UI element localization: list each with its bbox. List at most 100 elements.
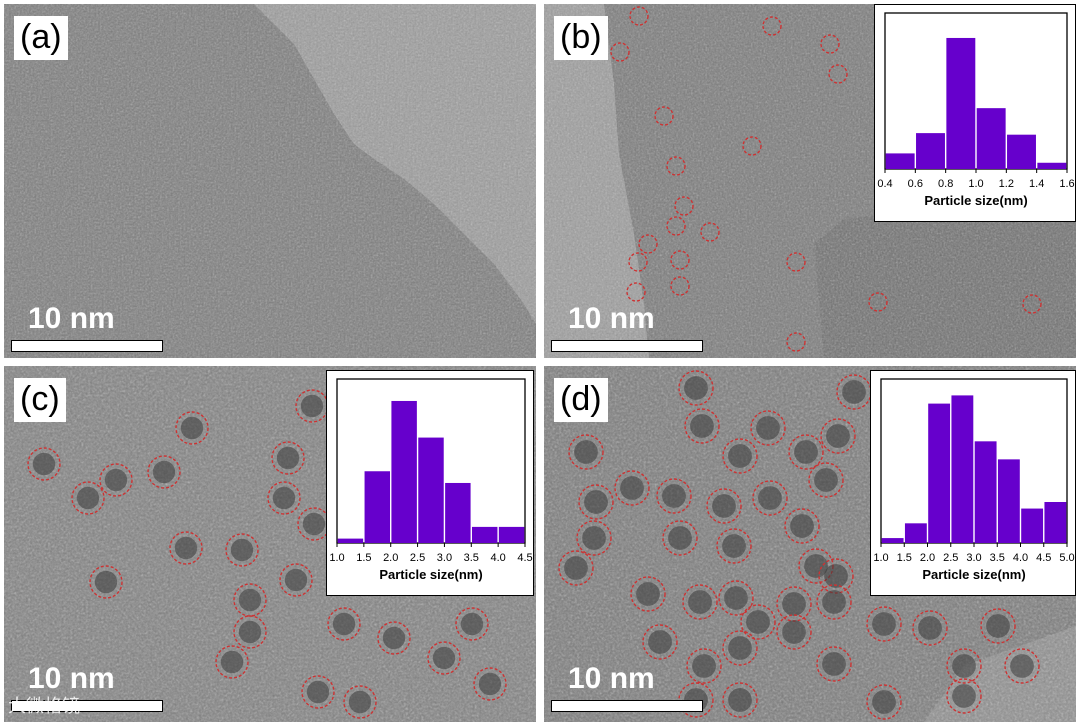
nanoparticle: [952, 684, 976, 708]
particle-marker-circle: [427, 641, 461, 675]
particle-marker-circle: [271, 441, 305, 475]
nanoparticle: [668, 526, 692, 550]
particle-marker-circle: [27, 447, 61, 481]
scale-bar-label: 10 nm: [28, 662, 115, 695]
particle-marker-circle: [89, 565, 123, 599]
particle-marker-circle: [169, 531, 203, 565]
nanoparticle: [152, 460, 176, 484]
nanoparticle: [782, 620, 806, 644]
nanoparticle: [432, 646, 456, 670]
x-tick-label: 0.4: [877, 178, 892, 190]
scale-bar: [11, 700, 163, 712]
nanoparticle: [918, 616, 942, 640]
particle-marker-circle: [686, 648, 722, 684]
x-tick-label: 4.5: [517, 552, 532, 564]
nanoparticle: [230, 538, 254, 562]
particle-marker-circle: [820, 34, 840, 54]
nanoparticle: [842, 380, 866, 404]
x-axis-label: Particle size(nm): [924, 193, 1027, 208]
panel-c: (c) 10 nm 大微格镜 1.0 1.5 2.0 2.5 3.0 3.5 4.0 4.5 P…: [4, 366, 536, 722]
nanoparticle: [382, 626, 406, 650]
nanoparticle: [574, 440, 598, 464]
particle-marker-circle: [638, 234, 658, 254]
histogram-bar-7: [1021, 508, 1044, 543]
nanoparticle: [872, 612, 896, 636]
scale-bar-label: 10 nm: [28, 302, 115, 335]
particle-marker-circle: [233, 583, 267, 617]
tem-image-a: [4, 4, 536, 358]
nanoparticle: [276, 446, 300, 470]
x-tick-label: 1.4: [1029, 178, 1044, 190]
histogram-bar-6: [471, 526, 498, 543]
x-tick-label: 4.0: [1013, 552, 1028, 564]
watermark: 大微格镜: [8, 696, 80, 717]
particle-marker-circle: [828, 64, 848, 84]
particle-marker-circle: [279, 563, 313, 597]
particle-marker-circle: [666, 156, 686, 176]
particle-marker-circle: [718, 580, 754, 616]
panel-label: (a): [14, 16, 68, 60]
x-tick-label: 1.0: [873, 552, 888, 564]
nanoparticle: [238, 620, 262, 644]
nanoparticle: [94, 570, 118, 594]
particle-marker-circle: [654, 106, 674, 126]
particle-marker-circle: [722, 438, 758, 474]
nanoparticle: [302, 512, 326, 536]
nanoparticle: [822, 590, 846, 614]
particle-marker-circle: [678, 370, 714, 406]
nanoparticle-circles: [558, 370, 1040, 720]
panel-label: (c): [14, 378, 66, 422]
nanoparticle: [952, 654, 976, 678]
x-tick-label: 4.5: [1036, 552, 1051, 564]
particle-marker-circle: [946, 648, 982, 684]
x-tick-label: 2.5: [943, 552, 958, 564]
particle-marker-circle: [980, 608, 1016, 644]
nanoparticle: [272, 486, 296, 510]
nanoparticle: [756, 416, 780, 440]
x-tick-label: 3.0: [966, 552, 981, 564]
x-tick-label: 3.5: [990, 552, 1005, 564]
particle-marker-circle: [716, 528, 752, 564]
nanoparticle: [814, 468, 838, 492]
nanoparticle: [712, 494, 736, 518]
histogram-bar-3: [946, 37, 976, 170]
histogram-bar-8: [1044, 502, 1067, 543]
particle-marker-circle: [912, 610, 948, 646]
nanoparticle: [174, 536, 198, 560]
x-tick-label: 0.8: [938, 178, 953, 190]
particle-marker-circle: [762, 16, 782, 36]
particle-marker-circle: [682, 584, 718, 620]
particle-marker-circle: [473, 667, 507, 701]
particle-marker-circle: [740, 604, 776, 640]
particle-marker-circle: [642, 624, 678, 660]
particle-marker-circle: [558, 550, 594, 586]
panel-a: (a) 10 nm: [4, 4, 536, 358]
particle-marker-circle: [629, 6, 649, 26]
histogram-bar-4: [418, 437, 444, 543]
nanoparticle: [692, 654, 716, 678]
particle-marker-circle: [742, 136, 762, 156]
nanoparticle: [1010, 654, 1034, 678]
particle-marker-circle: [722, 630, 758, 666]
histogram-bar-5: [974, 441, 997, 543]
particle-marker-circle: [816, 584, 852, 620]
particle-marker-circle: [868, 292, 888, 312]
histogram-bar-3: [928, 403, 951, 543]
particle-marker-circle: [267, 481, 301, 515]
nanoparticle: [180, 416, 204, 440]
histogram-bar-4: [951, 395, 974, 543]
particle-marker-circle: [866, 684, 902, 720]
particle-marker-circle: [706, 488, 742, 524]
x-axis-label: Particle size(nm): [922, 567, 1025, 582]
panel-d: (d) 10 nm 1.0 1.5 2.0 2.5 3.0 3.5 4.0 4.5 5.0 Par…: [544, 366, 1076, 722]
nanoparticle: [564, 556, 588, 580]
histogram-inset: 0.4 0.6 0.8 1.0 1.2 1.4 1.6 Particle size(nm): [874, 4, 1076, 222]
plot-frame: [884, 12, 1068, 170]
nanoparticle: [986, 614, 1010, 638]
x-tick-label: 3.0: [437, 552, 452, 564]
scale-bar: [551, 340, 703, 352]
nanoparticle: [460, 612, 484, 636]
particle-marker-circle: [786, 252, 806, 272]
particle-marker-circle: [578, 484, 614, 520]
particle-marker-circle: [674, 196, 694, 216]
